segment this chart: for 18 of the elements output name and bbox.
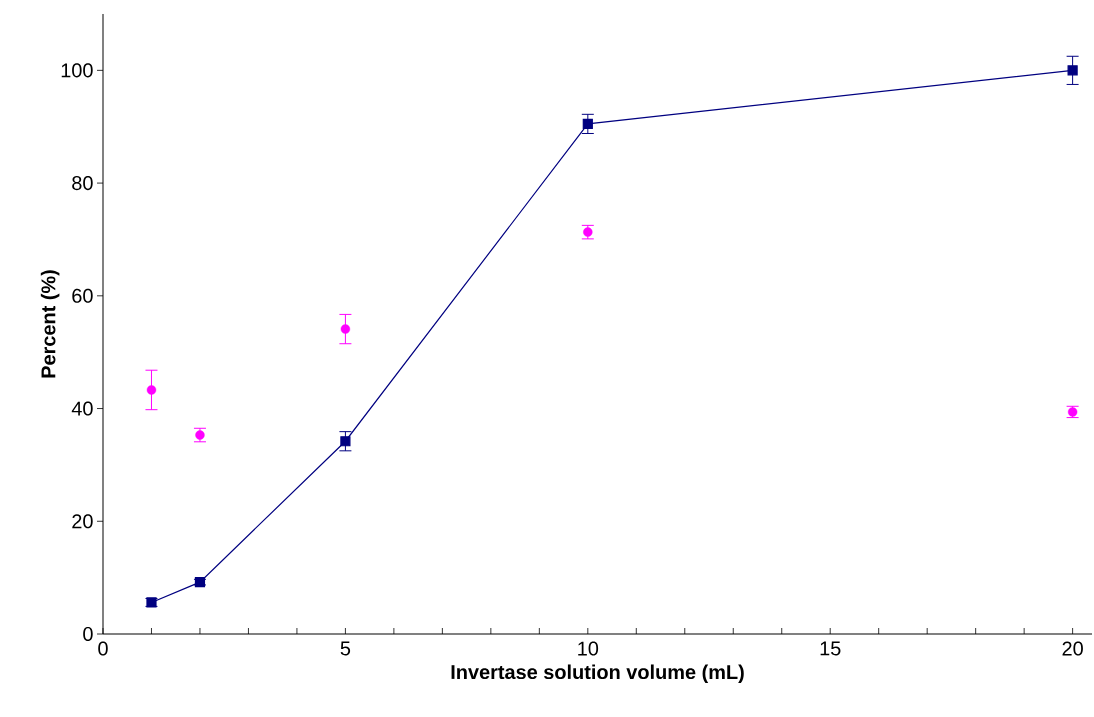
y-axis-title: Percent (%)	[40, 270, 60, 378]
y-tick-label: 20	[72, 514, 93, 529]
y-tick-label: 80	[72, 176, 93, 191]
point	[340, 436, 351, 447]
x-tick-label: 15	[820, 641, 841, 656]
x-tick-label: 10	[578, 641, 599, 656]
y-tick-label: 0	[83, 626, 93, 642]
y-tick-label: 100	[61, 63, 93, 78]
y-tick-label: 40	[71, 401, 93, 416]
y-tick-label: 60	[72, 288, 93, 303]
point	[340, 324, 351, 334]
point	[1067, 65, 1078, 76]
x-tick-label: 5	[340, 641, 351, 656]
point	[146, 385, 157, 395]
x-tick-label: 0	[98, 641, 108, 656]
point	[582, 118, 593, 129]
x-tick-label: 20	[1062, 641, 1083, 656]
x-axis-title: Invertase solution volume (mL)	[451, 664, 744, 684]
